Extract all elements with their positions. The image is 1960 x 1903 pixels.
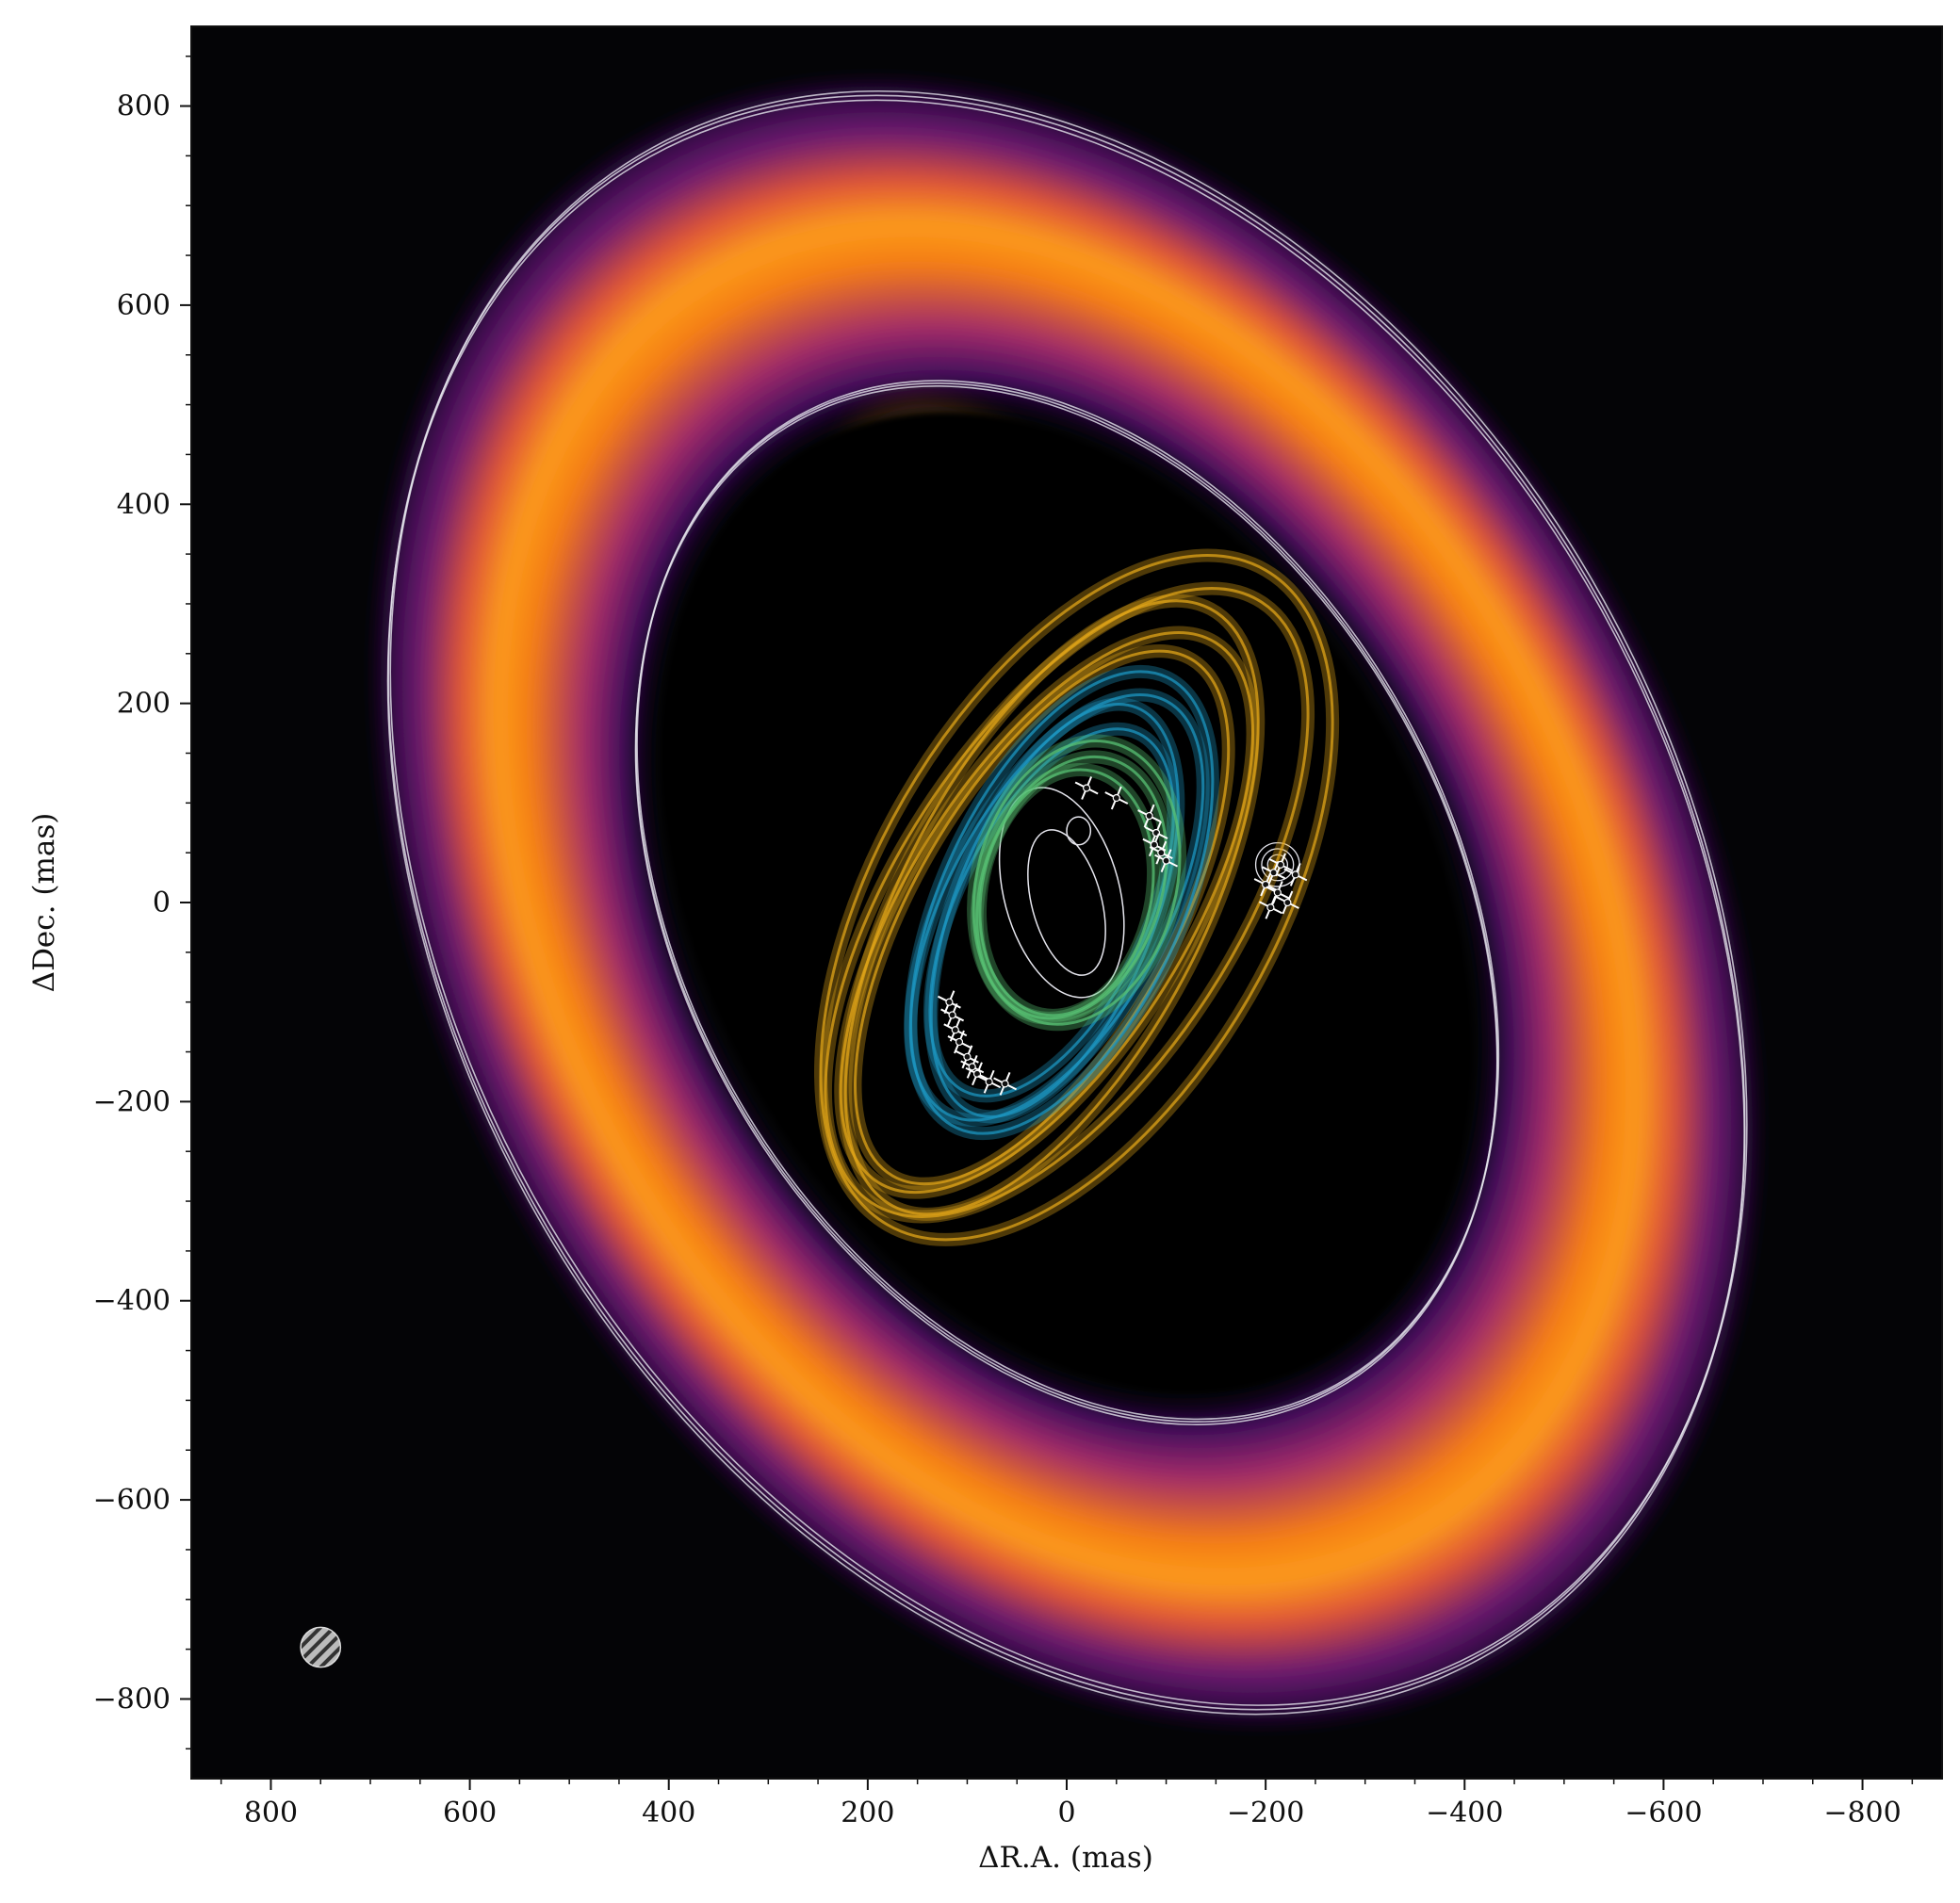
x-tick-label: 600 (443, 1797, 497, 1830)
x-tick-label: −800 (1823, 1797, 1901, 1830)
beam-marker (300, 1626, 342, 1668)
astrometry-point (1266, 903, 1275, 912)
y-tick-label: −800 (93, 1683, 171, 1716)
astrometry-point (963, 1052, 972, 1061)
y-tick-label: −200 (93, 1085, 171, 1118)
x-tick-label: 0 (1057, 1797, 1075, 1830)
astrometry-point (1283, 898, 1292, 907)
y-tick-label: −400 (93, 1285, 171, 1318)
orbit-track (928, 727, 1175, 1098)
orbit-track (824, 587, 1310, 1218)
x-tick-label: −600 (1625, 1797, 1702, 1830)
plot-content (300, 83, 1756, 1722)
astrometry-point (1001, 1080, 1009, 1088)
planet-contour (1261, 848, 1295, 882)
orbit-track (839, 631, 1254, 1195)
y-tick-label: 200 (117, 688, 171, 721)
y-axis-ticks: 800 600 400 200 0 −200 −400 −600 −800 (93, 55, 191, 1750)
y-tick-label: 400 (117, 488, 171, 521)
astrometry-point (1112, 793, 1120, 803)
inner-cavity (660, 413, 1474, 1392)
astrometry-point (945, 998, 954, 1006)
x-axis-ticks: 800 600 400 200 0 −200 −400 −600 −800 (220, 1779, 1914, 1830)
outer-contour (386, 99, 1745, 1716)
y-tick-label: −600 (93, 1484, 171, 1517)
x-tick-label: 200 (841, 1797, 894, 1830)
orbit-track (972, 739, 1182, 1026)
astrometry-point (1273, 888, 1282, 897)
astrometry-point (968, 1063, 976, 1071)
orbit-track (843, 599, 1260, 1216)
x-tick-label: −200 (1227, 1797, 1304, 1830)
central-contour (1027, 829, 1106, 976)
astrometry-point (951, 1026, 959, 1034)
x-tick-label: −400 (1426, 1797, 1503, 1830)
orbit-track (908, 693, 1205, 1122)
astrometry-point (1145, 811, 1153, 821)
orbit-track (978, 768, 1155, 1017)
orbit-track (909, 670, 1215, 1135)
y-tick-label: 0 (153, 886, 171, 919)
x-axis-label: ΔR.A. (mas) (978, 1841, 1153, 1875)
y-tick-label: 800 (117, 90, 171, 123)
astrometry-point (948, 1011, 956, 1019)
y-axis-label: ΔDec. (mas) (27, 813, 61, 993)
astrometry-point (1083, 784, 1091, 792)
inner-contour (635, 382, 1498, 1423)
astrometry-point (1269, 869, 1278, 877)
orbit-track (929, 703, 1180, 1118)
astrometry-point (972, 1069, 982, 1078)
astrometry-point (985, 1078, 993, 1086)
central-contour (1066, 816, 1092, 846)
inner-contour (636, 380, 1500, 1421)
outer-contour (387, 94, 1746, 1711)
x-tick-label: 800 (244, 1797, 298, 1830)
astrometry-point (1262, 880, 1270, 889)
x-tick-label: 400 (642, 1797, 695, 1830)
astrometry-point (1150, 840, 1159, 849)
astrometry-point (955, 1037, 964, 1047)
astrometry-point (1157, 849, 1166, 857)
orbit-track (819, 554, 1334, 1242)
inner-contour (634, 384, 1498, 1425)
astrometry-point (1162, 856, 1170, 865)
astrometry-point (1291, 870, 1299, 879)
y-tick-label: 600 (117, 289, 171, 322)
outer-contour (389, 89, 1748, 1706)
